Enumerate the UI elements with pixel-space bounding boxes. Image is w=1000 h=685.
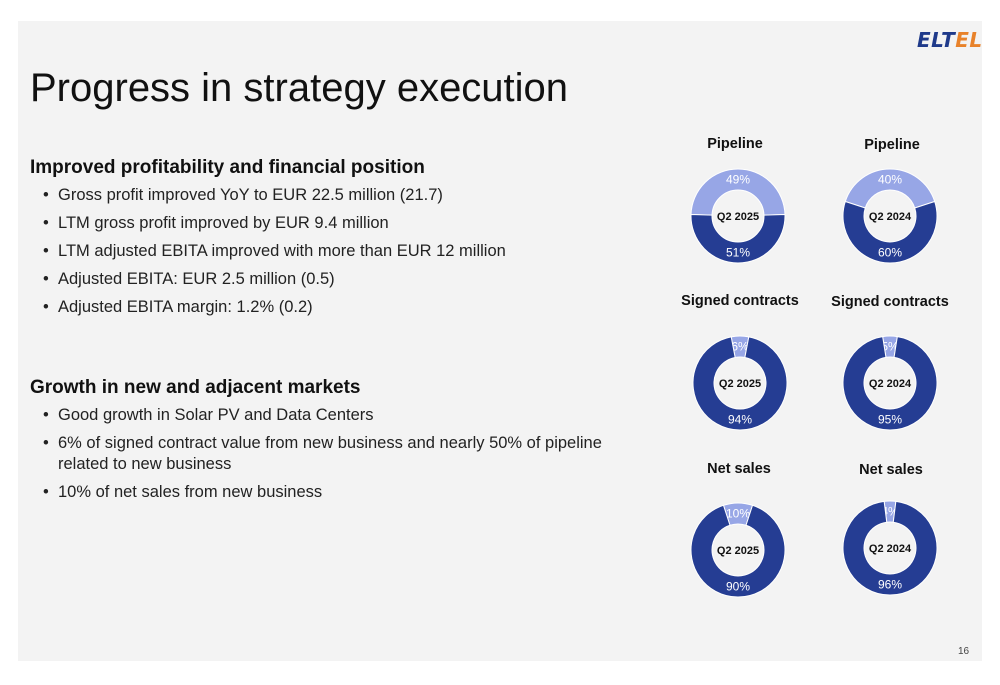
bullet-item: 10% of net sales from new business	[30, 482, 630, 503]
bullet-item: Adjusted EBITA: EUR 2.5 million (0.5)	[30, 269, 630, 290]
donut-data-label: 40%	[878, 173, 902, 187]
donut-netsales-q2-2024: 4%96%Q2 2024	[842, 500, 938, 596]
eltel-logo: ELTEL	[917, 28, 983, 52]
slide-title: Progress in strategy execution	[30, 66, 569, 110]
donut-slice	[842, 200, 938, 264]
donut-signed-q2-2025: 6% 94% Q2 2025	[692, 335, 788, 431]
donut-data-label: 95%	[878, 413, 902, 427]
donut-data-label: 94%	[728, 413, 752, 427]
donut-data-label: 51%	[726, 246, 750, 260]
bullet-list: Good growth in Solar PV and Data Centers…	[30, 405, 630, 503]
donut-slice	[842, 336, 938, 431]
donut-center-label: Q2 2024	[869, 211, 912, 223]
donut-signed-q2-2024: 5% 95% Q2 2024	[842, 335, 938, 431]
bullet-item: Gross profit improved YoY to EUR 22.5 mi…	[30, 185, 630, 206]
donut-data-label: 10%	[726, 507, 750, 521]
chart-title-pipeline-q2-2025: Pipeline	[707, 136, 763, 152]
page-number: 16	[958, 646, 970, 657]
bullet-item: Adjusted EBITA margin: 1.2% (0.2)	[30, 297, 630, 318]
donut-data-label: 90%	[726, 580, 750, 594]
donut-center-label: Q2 2025	[717, 545, 759, 557]
section-heading: Growth in new and adjacent markets	[30, 377, 361, 398]
donut-netsales-q2-2025: 10% 90% Q2 2025	[690, 502, 786, 598]
donut-center-label: Q2 2024	[869, 543, 912, 555]
chart-title-signed-q2-2024: Signed contracts	[831, 294, 949, 310]
donut-data-label: 5%	[881, 340, 899, 354]
section-growth: Growth in new and adjacent markets Good …	[30, 377, 630, 510]
donut-center-label: Q2 2024	[869, 378, 912, 390]
donut-pipeline-q2-2024: 40% 60% Q2 2024	[842, 168, 938, 264]
donut-center-label: Q2 2025	[719, 378, 761, 390]
slide-background	[18, 21, 982, 661]
chart-title-netsales-q2-2025: Net sales	[707, 461, 771, 477]
donut-data-label: 6%	[731, 340, 749, 354]
donut-slice	[690, 504, 786, 598]
bullet-item: LTM gross profit improved by EUR 9.4 mil…	[30, 213, 630, 234]
donut-slice	[692, 336, 788, 431]
donut-data-label: 49%	[726, 173, 750, 187]
bullet-item: Good growth in Solar PV and Data Centers	[30, 405, 630, 426]
bullet-item: LTM adjusted EBITA improved with more th…	[30, 241, 630, 262]
chart-title-signed-q2-2025: Signed contracts	[681, 293, 799, 309]
section-heading: Improved profitability and financial pos…	[30, 157, 425, 178]
chart-title-pipeline-q2-2024: Pipeline	[864, 137, 920, 153]
donut-center-label: Q2 2025	[717, 211, 759, 223]
donut-data-label: 96%	[878, 578, 902, 592]
donut-slice	[690, 168, 786, 216]
donut-pipeline-q2-2025: 49% 51% Q2 2025	[690, 168, 786, 264]
donut-data-label: 60%	[878, 246, 902, 260]
donut-slice	[690, 214, 786, 264]
chart-title-netsales-q2-2024: Net sales	[859, 462, 923, 478]
bullet-item: 6% of signed contract value from new bus…	[30, 433, 630, 475]
donut-slice	[844, 168, 936, 209]
donut-slice	[842, 500, 938, 596]
bullet-list: Gross profit improved YoY to EUR 22.5 mi…	[30, 185, 630, 318]
logo-text-part2: EL	[955, 28, 983, 52]
logo-text-part1: ELT	[917, 28, 956, 52]
section-profitability: Improved profitability and financial pos…	[30, 157, 630, 325]
